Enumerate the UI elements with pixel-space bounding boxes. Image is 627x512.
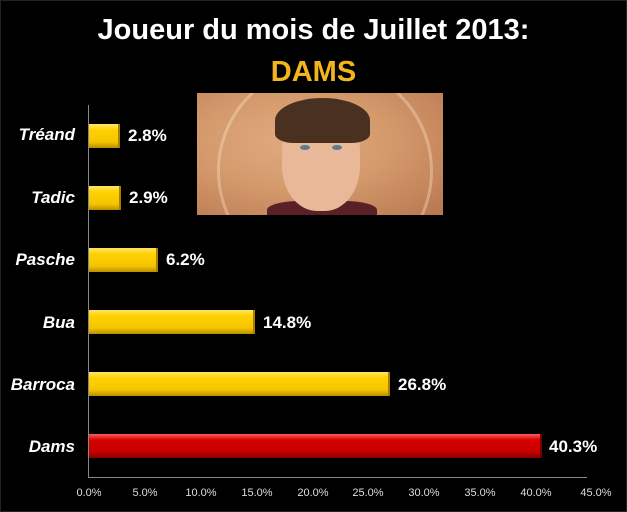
- category-label: Dams: [28, 437, 75, 456]
- value-label: 2.8%: [128, 126, 167, 145]
- x-tick: 45.0%: [580, 487, 612, 499]
- bar-pasche: [89, 248, 158, 272]
- value-label: 40.3%: [549, 437, 598, 456]
- eye: [332, 145, 342, 150]
- player-photo: [197, 93, 443, 215]
- bar-dams: [89, 434, 542, 458]
- x-tick: 15.0%: [241, 487, 273, 499]
- category-label: Tadic: [31, 188, 75, 207]
- club-crest-watermark: [217, 93, 433, 215]
- bar-tadic: [89, 186, 121, 210]
- x-tick: 25.0%: [352, 487, 384, 499]
- x-tick: 5.0%: [132, 487, 158, 499]
- category-label: Tréand: [18, 125, 75, 144]
- winner-name: DAMS: [270, 56, 357, 88]
- x-tick: 20.0%: [297, 487, 329, 499]
- category-label: Pasche: [15, 250, 75, 269]
- value-label: 14.8%: [263, 313, 312, 332]
- value-label: 2.9%: [129, 188, 168, 207]
- category-label: Bua: [42, 313, 75, 332]
- x-tick: 0.0%: [76, 487, 102, 499]
- x-axis: [88, 477, 587, 478]
- x-tick: 10.0%: [185, 487, 217, 499]
- bar-bua: [89, 310, 255, 334]
- x-tick: 35.0%: [464, 487, 496, 499]
- hair: [275, 98, 370, 143]
- value-label: 6.2%: [166, 250, 205, 269]
- eye: [300, 145, 310, 150]
- chart-title: Joueur du mois de Juillet 2013:: [97, 14, 530, 46]
- y-axis: [88, 105, 89, 477]
- bar-treand: [89, 124, 120, 148]
- x-tick: 40.0%: [520, 487, 552, 499]
- value-label: 26.8%: [398, 375, 447, 394]
- x-tick: 30.0%: [408, 487, 440, 499]
- category-label: Barroca: [10, 375, 75, 394]
- bar-barroca: [89, 372, 390, 396]
